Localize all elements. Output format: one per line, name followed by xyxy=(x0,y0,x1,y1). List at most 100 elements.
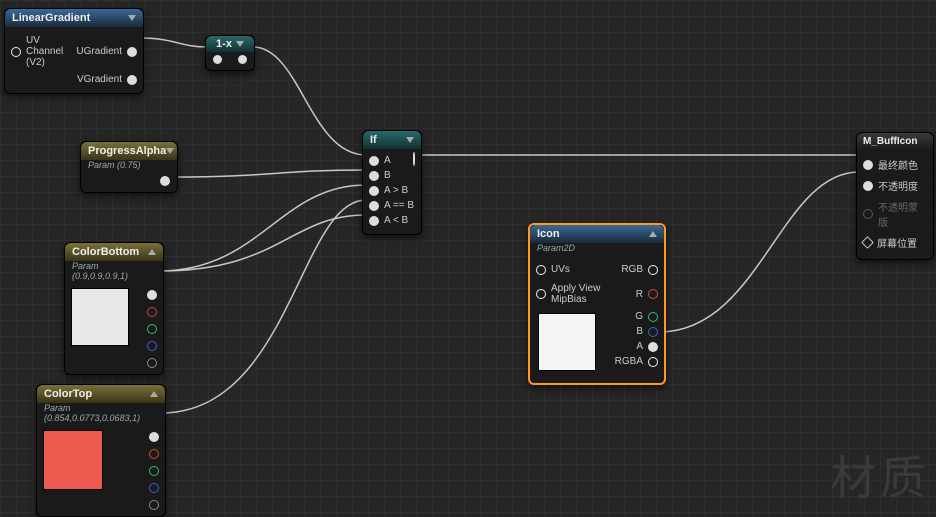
node-title: If xyxy=(370,134,377,146)
input-pin-mipbias[interactable]: Apply View MipBias xyxy=(536,281,636,307)
input-pin-uvs[interactable]: UVs xyxy=(536,262,570,277)
node-progress-alpha[interactable]: ProgressAlpha Param (0.75) xyxy=(80,141,178,193)
pin-label: VGradient xyxy=(77,74,122,85)
pin-icon xyxy=(648,357,658,367)
node-icon[interactable]: Icon Param2D UVs RGB Apply View MipBias … xyxy=(528,223,666,385)
node-header[interactable]: ProgressAlpha xyxy=(81,142,177,160)
output-pin-rgb[interactable]: RGB xyxy=(621,262,658,277)
pin-label: A < B xyxy=(384,215,408,226)
output-pin-g[interactable]: G xyxy=(602,309,658,324)
pin-label: A xyxy=(636,341,643,352)
input-pin-opacity[interactable]: 不透明度 xyxy=(863,175,927,196)
lower-block: G B A RGBA xyxy=(536,309,658,377)
pin-r[interactable] xyxy=(149,449,159,459)
output-pins xyxy=(141,284,163,374)
right-pins: G B A RGBA xyxy=(602,309,658,377)
node-header[interactable]: ColorBottom xyxy=(65,243,163,261)
texture-preview[interactable] xyxy=(538,313,596,371)
pin-icon xyxy=(861,236,874,249)
output-pin-b[interactable]: B xyxy=(602,324,658,339)
input-pin-b[interactable]: B xyxy=(369,168,415,183)
color-swatch[interactable] xyxy=(43,430,103,490)
node-title: 1-x xyxy=(216,38,232,50)
node-header[interactable]: If xyxy=(363,131,421,149)
output-pin-r[interactable]: R xyxy=(636,287,658,302)
node-body xyxy=(37,426,165,516)
pin-b[interactable] xyxy=(147,341,157,351)
node-color-bottom[interactable]: ColorBottom Param (0.9,0.9,0.9,1) xyxy=(64,242,164,375)
input-pin-screenpos[interactable]: 屏幕位置 xyxy=(863,232,927,253)
collapse-icon[interactable] xyxy=(166,148,174,154)
pin-label: R xyxy=(636,289,643,300)
input-pin-a[interactable]: A xyxy=(369,153,415,168)
pin-icon xyxy=(648,342,658,352)
pin-g[interactable] xyxy=(149,466,159,476)
pin-a[interactable] xyxy=(147,358,157,368)
collapse-icon[interactable] xyxy=(148,249,156,255)
node-one-minus[interactable]: 1-x xyxy=(205,35,255,71)
node-body: A B A > B A == B A < B xyxy=(363,149,421,234)
node-if[interactable]: If A B A > B A == B A < B xyxy=(362,130,422,235)
pin-row: UV Channel (V2) UGradient xyxy=(11,31,137,72)
node-material-output[interactable]: M_BuffIcon 最终颜色 不透明度 不透明蒙版 屏幕位置 xyxy=(856,132,934,260)
output-pin-rgba[interactable]: RGBA xyxy=(602,354,658,369)
pin-rgb[interactable] xyxy=(147,290,157,300)
output-pin[interactable]: VGradient xyxy=(11,72,137,87)
node-body xyxy=(206,52,254,70)
output-pin[interactable]: UGradient xyxy=(76,44,137,59)
pin-icon xyxy=(648,312,658,322)
collapse-icon[interactable] xyxy=(406,137,414,143)
pin-r[interactable] xyxy=(147,307,157,317)
collapse-icon[interactable] xyxy=(236,41,244,47)
output-pin[interactable] xyxy=(238,55,247,64)
node-body: UV Channel (V2) UGradient VGradient xyxy=(5,27,143,93)
input-pin[interactable]: UV Channel (V2) xyxy=(11,33,76,70)
pin-icon xyxy=(369,186,379,196)
pin-label: A > B xyxy=(384,185,408,196)
pin-row: UVs RGB xyxy=(536,260,658,279)
pin-icon xyxy=(536,289,546,299)
node-header[interactable]: Icon xyxy=(530,225,664,243)
node-linear-gradient[interactable]: LinearGradient UV Channel (V2) UGradient… xyxy=(4,8,144,94)
pin-icon xyxy=(648,327,658,337)
node-subtitle: Param (0.854,0.0773,0.0683,1) xyxy=(37,403,165,426)
pin-label: A xyxy=(384,155,391,166)
pin-a[interactable] xyxy=(149,500,159,510)
pin-rgb[interactable] xyxy=(149,432,159,442)
pin-label: G xyxy=(635,311,643,322)
input-pin-aeq[interactable]: A == B xyxy=(369,198,415,213)
node-header[interactable]: M_BuffIcon xyxy=(857,133,933,150)
output-pin-a[interactable]: A xyxy=(602,339,658,354)
pin-label: 最终颜色 xyxy=(878,157,918,172)
input-pin-alt[interactable]: A < B xyxy=(369,213,415,228)
pin-g[interactable] xyxy=(147,324,157,334)
node-header[interactable]: ColorTop xyxy=(37,385,165,403)
input-pin[interactable] xyxy=(213,55,222,64)
input-pin-opacitymask: 不透明蒙版 xyxy=(863,196,927,232)
pin-label: RGB xyxy=(621,264,643,275)
pin-label: B xyxy=(636,326,643,337)
node-color-top[interactable]: ColorTop Param (0.854,0.0773,0.0683,1) xyxy=(36,384,166,517)
pin-icon xyxy=(863,181,873,191)
input-pin-basecolor[interactable]: 最终颜色 xyxy=(863,154,927,175)
node-header[interactable]: 1-x xyxy=(206,36,254,52)
pin-label: A == B xyxy=(384,200,414,211)
node-title: Icon xyxy=(537,228,560,240)
collapse-icon[interactable] xyxy=(649,231,657,237)
node-header[interactable]: LinearGradient xyxy=(5,9,143,27)
pin-b[interactable] xyxy=(149,483,159,493)
pin-icon xyxy=(648,289,658,299)
color-swatch[interactable] xyxy=(71,288,129,346)
collapse-icon[interactable] xyxy=(128,15,136,21)
pin-row: Apply View MipBias R xyxy=(536,279,658,309)
collapse-icon[interactable] xyxy=(150,391,158,397)
pin-icon xyxy=(863,209,873,219)
node-title: ColorTop xyxy=(44,388,92,400)
node-subtitle: Param (0.75) xyxy=(81,160,177,173)
pin-icon xyxy=(413,152,415,166)
pin-icon xyxy=(127,75,137,85)
output-pin[interactable] xyxy=(413,153,415,165)
input-pin-agt[interactable]: A > B xyxy=(369,183,415,198)
node-title: LinearGradient xyxy=(12,12,90,24)
output-pin[interactable] xyxy=(81,173,177,192)
